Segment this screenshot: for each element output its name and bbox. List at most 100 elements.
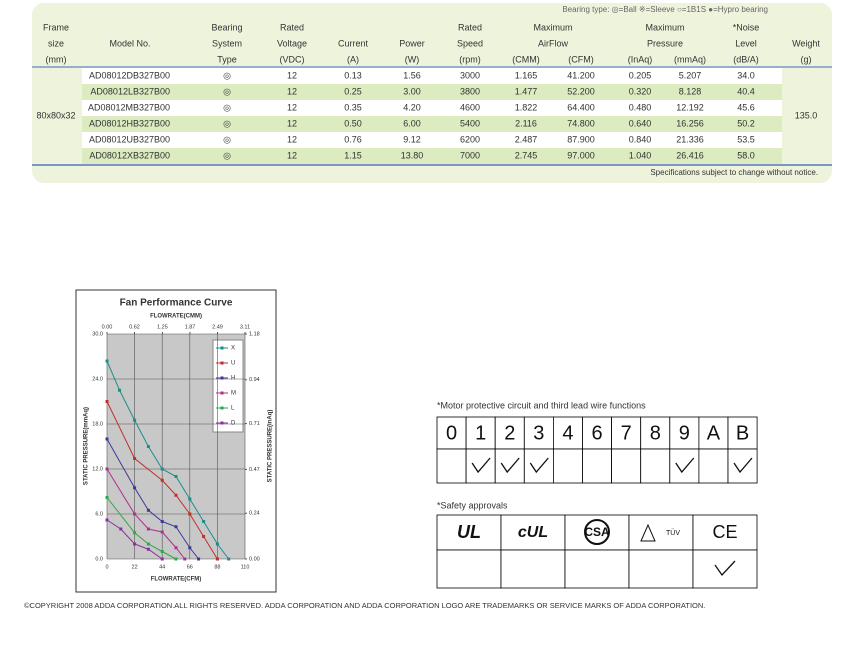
- row-band: [82, 132, 782, 148]
- cell: 26.416: [676, 150, 704, 160]
- check-cell: [553, 448, 583, 484]
- x2-tick-label: 2.49: [212, 324, 223, 330]
- cell: 0.840: [629, 134, 652, 144]
- cell: 9.12: [403, 134, 421, 144]
- check-cell: [698, 448, 729, 484]
- code-cell: [669, 416, 700, 450]
- curve-point: [133, 542, 137, 546]
- y-tick-label: 30.0: [92, 331, 103, 337]
- cell: 53.5: [737, 134, 755, 144]
- header-cell: (g): [801, 54, 812, 64]
- cell: 34.0: [737, 70, 755, 80]
- cell: 1.477: [515, 86, 538, 96]
- y-tick-label: 18.0: [92, 421, 103, 427]
- header-cell: Model No.: [109, 38, 150, 48]
- cell: 6200: [460, 134, 480, 144]
- curve-point: [188, 546, 192, 550]
- curve-point: [105, 496, 109, 499]
- functions-label: *Motor protective circuit and third lead…: [437, 400, 646, 410]
- curve-point: [174, 493, 178, 497]
- x-tick-label: 66: [187, 564, 193, 570]
- code-cell: [582, 416, 613, 450]
- check-mark: [714, 560, 736, 577]
- y2-tick-label: 0.71: [249, 421, 260, 427]
- cell: 45.6: [737, 102, 755, 112]
- legend-marker: [220, 421, 224, 425]
- code-cell: [727, 416, 758, 450]
- approval-check-cell: [564, 549, 630, 589]
- y2-tick-label: 1.18: [249, 331, 260, 337]
- y-tick-label: 0.0: [95, 556, 103, 562]
- model-cell: AD08012UB327B00: [89, 134, 170, 144]
- header-cell: Weight: [792, 38, 820, 48]
- curve-point: [215, 542, 219, 546]
- header-cell: (A): [347, 54, 359, 64]
- y-tick-label: 6.0: [95, 511, 103, 517]
- function-code: 2: [504, 422, 515, 444]
- x-tick-label: 22: [132, 564, 138, 570]
- cell: ◎: [223, 118, 231, 128]
- header-cell: Maximum: [533, 22, 572, 32]
- curve-point: [146, 508, 150, 512]
- header-cell: (W): [405, 54, 420, 64]
- cell: 52.200: [567, 86, 595, 96]
- approval-check-cell: [436, 549, 502, 589]
- legend-label: L: [231, 406, 235, 412]
- curve-point: [133, 457, 137, 460]
- cell: 7000: [460, 150, 480, 160]
- cell: 4600: [460, 102, 480, 112]
- cell: 1.822: [515, 102, 538, 112]
- curve-point: [227, 557, 231, 561]
- cell: 1.56: [403, 70, 421, 80]
- x-label: FLOWRATE(CFM): [151, 577, 202, 583]
- header-cell: Voltage: [277, 38, 307, 48]
- x2-tick-label: 1.25: [157, 324, 168, 330]
- approval-logo: CSA: [584, 525, 610, 539]
- check-cell: [465, 448, 496, 484]
- legend: [212, 339, 244, 433]
- cell: 21.336: [676, 134, 704, 144]
- curve-point: [133, 418, 137, 422]
- cell: 0.35: [344, 102, 362, 112]
- check-mark: [471, 457, 491, 474]
- y-tick-label: 24.0: [92, 376, 103, 382]
- header-cell: (mm): [46, 54, 67, 64]
- check-mark: [500, 457, 520, 474]
- curve-point: [146, 547, 150, 551]
- cell: 97.000: [567, 150, 595, 160]
- cell: 2.116: [515, 118, 537, 128]
- curve-point: [202, 535, 206, 538]
- header-cell: Rated: [458, 22, 482, 32]
- cell: 12: [287, 102, 297, 112]
- y2-tick-label: 0.94: [249, 377, 260, 383]
- y2-tick-label: 0.47: [249, 467, 260, 473]
- model-cell: AD08012DB327B00: [89, 70, 170, 80]
- curve-point: [146, 542, 150, 546]
- header-unit: (mmAq): [674, 54, 706, 64]
- curve-point: [133, 486, 137, 490]
- row-band: [82, 116, 782, 132]
- y-label: STATIC PRESSURE(mmAq): [84, 407, 90, 485]
- header-unit: (CMM): [512, 54, 540, 64]
- cell: 2.745: [515, 150, 538, 160]
- curve-point: [133, 512, 137, 516]
- cell: 4.20: [403, 102, 421, 112]
- cell: 41.200: [567, 70, 595, 80]
- cell: 12: [287, 150, 297, 160]
- header-cell: (VDC): [280, 54, 305, 64]
- cell: 0.320: [629, 86, 652, 96]
- approval-check-cell: [692, 549, 758, 589]
- curve-point: [188, 512, 192, 516]
- curve: [106, 360, 230, 560]
- row-band: [82, 84, 782, 100]
- header-cell: Rated: [280, 22, 304, 32]
- header-cell: AirFlow: [538, 38, 569, 48]
- header-cell: *Noise: [733, 22, 760, 32]
- function-code: 6: [591, 422, 602, 444]
- check-cell: [640, 448, 671, 484]
- cell: 64.400: [567, 102, 595, 112]
- cell: 50.2: [737, 118, 755, 128]
- x-tick-label: 110: [241, 564, 250, 570]
- check-cell: [523, 448, 554, 484]
